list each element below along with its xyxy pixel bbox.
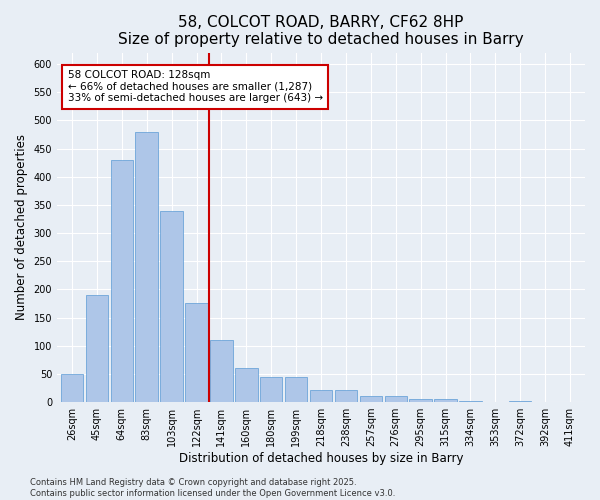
Bar bbox=[459, 401, 482, 402]
Bar bbox=[260, 376, 283, 402]
Bar bbox=[385, 396, 407, 402]
Bar bbox=[160, 210, 183, 402]
Bar bbox=[285, 376, 307, 402]
Text: 58 COLCOT ROAD: 128sqm
← 66% of detached houses are smaller (1,287)
33% of semi-: 58 COLCOT ROAD: 128sqm ← 66% of detached… bbox=[68, 70, 323, 103]
Bar bbox=[310, 390, 332, 402]
Bar bbox=[210, 340, 233, 402]
Bar bbox=[335, 390, 357, 402]
Bar bbox=[509, 401, 532, 402]
Bar bbox=[110, 160, 133, 402]
Text: Contains HM Land Registry data © Crown copyright and database right 2025.
Contai: Contains HM Land Registry data © Crown c… bbox=[30, 478, 395, 498]
Bar bbox=[185, 304, 208, 402]
Bar bbox=[86, 295, 108, 402]
Title: 58, COLCOT ROAD, BARRY, CF62 8HP
Size of property relative to detached houses in: 58, COLCOT ROAD, BARRY, CF62 8HP Size of… bbox=[118, 15, 524, 48]
Bar bbox=[359, 396, 382, 402]
X-axis label: Distribution of detached houses by size in Barry: Distribution of detached houses by size … bbox=[179, 452, 463, 465]
Bar bbox=[136, 132, 158, 402]
Bar bbox=[434, 400, 457, 402]
Bar bbox=[61, 374, 83, 402]
Y-axis label: Number of detached properties: Number of detached properties bbox=[15, 134, 28, 320]
Bar bbox=[235, 368, 257, 402]
Bar bbox=[409, 400, 432, 402]
